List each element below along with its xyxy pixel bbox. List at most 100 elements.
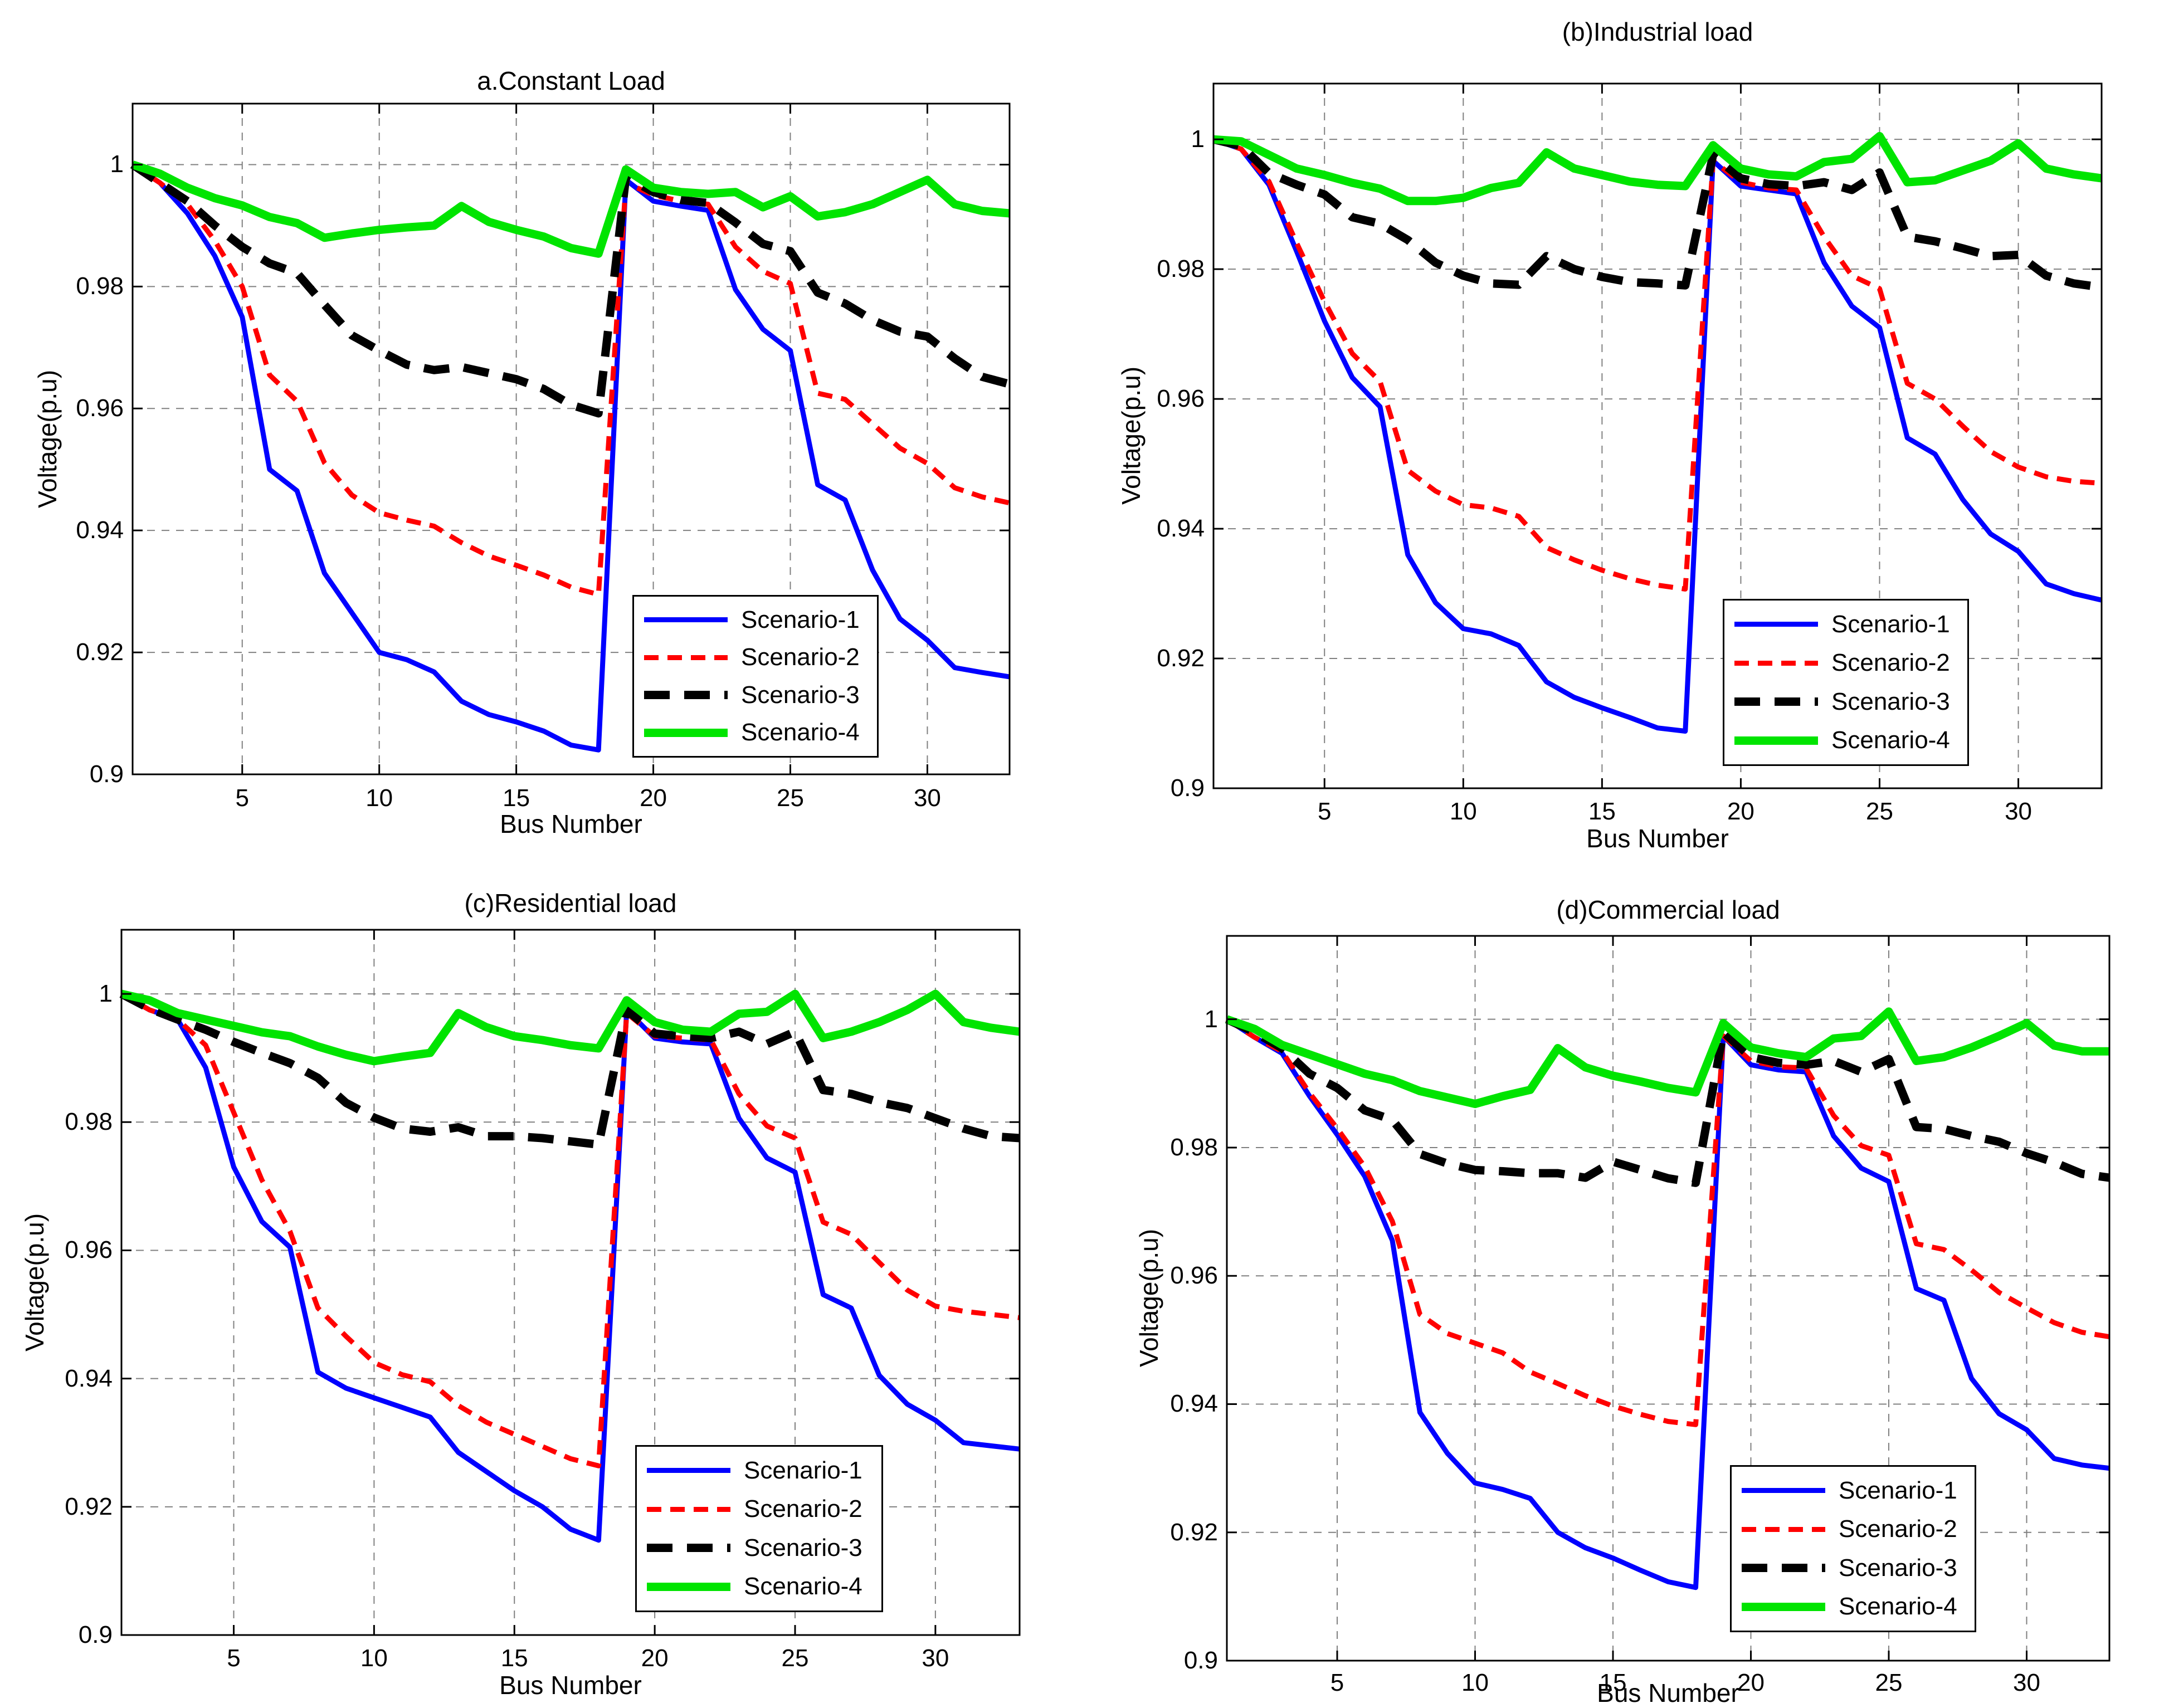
- legend-label: Scenario-3: [1839, 1554, 1957, 1582]
- y-tick-label: 0.94: [76, 516, 124, 544]
- legend-row-scenario-1: Scenario-1: [1742, 1477, 1965, 1505]
- legend-row-scenario-4: Scenario-4: [1734, 726, 1957, 754]
- x-tick-label: 15: [1599, 1669, 1627, 1696]
- legend-line-sample: [647, 1582, 730, 1591]
- x-tick-label: 5: [227, 1644, 241, 1672]
- chart-a-ylabel: Voltage(p.u): [33, 369, 62, 509]
- legend-line-sample: [644, 691, 728, 700]
- y-tick-label: 0.96: [1170, 1262, 1218, 1290]
- legend-row-scenario-3: Scenario-3: [1734, 688, 1957, 716]
- x-tick-label: 30: [2005, 798, 2033, 825]
- y-tick-label: 0.96: [1157, 385, 1205, 413]
- legend-line-sample: [1734, 660, 1818, 666]
- x-tick-label: 5: [235, 784, 249, 812]
- x-tick-label: 15: [1588, 798, 1616, 825]
- y-tick-label: 0.9: [89, 760, 124, 788]
- chart-a-legend: Scenario-1 Scenario-2 Scenario-3 Scenario-4: [632, 595, 879, 758]
- x-tick-label: 20: [640, 784, 667, 812]
- series-line-scenario-3: [1225, 1015, 2111, 1187]
- legend-line-sample: [647, 1544, 730, 1553]
- legend-line-sample: [1742, 1602, 1825, 1611]
- x-tick-label: 10: [365, 784, 393, 812]
- legend-label: Scenario-2: [1831, 649, 1950, 677]
- legend-label: Scenario-4: [1831, 726, 1950, 754]
- legend-row-scenario-1: Scenario-1: [1734, 611, 1957, 638]
- y-tick-label: 0.98: [76, 272, 124, 300]
- x-tick-label: 25: [777, 784, 804, 812]
- series-line-scenario-1: [131, 162, 1010, 753]
- chart-b-xlabel: Bus Number: [1586, 824, 1729, 853]
- chart-a-plot-area: [130, 103, 1011, 775]
- chart-d-legend: Scenario-1 Scenario-2 Scenario-3 Scenario-4: [1730, 1465, 1976, 1632]
- series-line-scenario-4: [120, 989, 1021, 1066]
- x-tick-label: 25: [1875, 1669, 1903, 1696]
- legend-row-scenario-4: Scenario-4: [1742, 1593, 1965, 1621]
- x-tick-label: 30: [922, 1644, 949, 1672]
- y-tick-label: 0.9: [1170, 774, 1205, 802]
- series-line-scenario-3: [119, 990, 1020, 1149]
- x-tick-label: 5: [1330, 1669, 1344, 1696]
- legend-row-scenario-1: Scenario-1: [644, 606, 867, 634]
- chart-d-ylabel: Voltage(p.u): [1134, 1228, 1163, 1368]
- x-tick-label: 5: [1318, 798, 1332, 825]
- y-tick-label: 0.92: [1170, 1518, 1218, 1546]
- y-tick-label: 1: [110, 150, 124, 178]
- legend-row-scenario-3: Scenario-3: [647, 1534, 871, 1562]
- legend-label: Scenario-2: [744, 1495, 862, 1523]
- plot-border: [120, 929, 1021, 1636]
- legend-label: Scenario-2: [741, 643, 860, 671]
- chart-d-xlabel: Bus Number: [1597, 1678, 1739, 1707]
- x-tick-label: 20: [1737, 1669, 1765, 1696]
- chart-b-legend: Scenario-1 Scenario-2 Scenario-3 Scenario-4: [1723, 599, 1969, 766]
- legend-label: Scenario-3: [744, 1534, 862, 1561]
- legend-line-sample: [647, 1468, 730, 1473]
- series-line-scenario-3: [1212, 135, 2103, 292]
- x-tick-label: 15: [503, 784, 530, 812]
- legend-label: Scenario-1: [744, 1456, 862, 1484]
- series-line-scenario-1: [1225, 1017, 2110, 1590]
- chart-a-xlabel: Bus Number: [500, 809, 642, 838]
- chart-c-ylabel: Voltage(p.u): [20, 1213, 49, 1352]
- legend-row-scenario-2: Scenario-2: [644, 643, 867, 671]
- legend-line-sample: [1742, 1488, 1825, 1494]
- chart-c-xlabel: Bus Number: [499, 1671, 642, 1700]
- y-tick-label: 0.92: [65, 1492, 113, 1520]
- legend-row-scenario-3: Scenario-3: [644, 681, 867, 709]
- x-tick-label: 10: [1449, 798, 1477, 825]
- series-line-scenario-4: [131, 160, 1010, 258]
- legend-label: Scenario-4: [1839, 1593, 1957, 1621]
- y-tick-label: 0.9: [1183, 1647, 1218, 1674]
- x-tick-label: 30: [2013, 1669, 2040, 1696]
- legend-line-sample: [647, 1506, 730, 1512]
- legend-label: Scenario-3: [741, 681, 860, 709]
- x-tick-label: 15: [500, 1644, 528, 1672]
- legend-line-sample: [1734, 622, 1818, 627]
- y-tick-label: 0.96: [76, 394, 124, 422]
- series-line-scenario-3: [130, 161, 1011, 418]
- plot-border: [1212, 82, 2103, 789]
- y-tick-label: 0.9: [78, 1621, 113, 1648]
- legend-row-scenario-2: Scenario-2: [1742, 1515, 1965, 1543]
- legend-line-sample: [1742, 1526, 1825, 1532]
- y-tick-label: 0.98: [1170, 1133, 1218, 1161]
- x-tick-label: 20: [641, 1644, 669, 1672]
- legend-label: Scenario-1: [1831, 610, 1950, 638]
- legend-row-scenario-1: Scenario-1: [647, 1457, 871, 1485]
- legend-line-sample: [1734, 736, 1818, 745]
- x-tick-label: 20: [1727, 798, 1754, 825]
- series-line-scenario-2: [120, 992, 1020, 1468]
- y-tick-label: 1: [1191, 125, 1205, 153]
- x-tick-label: 10: [1461, 1669, 1489, 1696]
- y-tick-label: 1: [99, 980, 113, 1008]
- legend-label: Scenario-2: [1839, 1515, 1957, 1543]
- chart-b-title: (b)Industrial load: [1562, 17, 1753, 46]
- legend-row-scenario-3: Scenario-3: [1742, 1554, 1965, 1582]
- x-tick-label: 30: [913, 784, 941, 812]
- legend-line-sample: [644, 728, 728, 737]
- y-tick-label: 0.92: [1157, 645, 1205, 672]
- x-tick-label: 25: [1866, 798, 1893, 825]
- legend-row-scenario-4: Scenario-4: [644, 719, 867, 746]
- series-line-scenario-2: [1225, 1017, 2110, 1427]
- plot-border: [1226, 935, 2111, 1662]
